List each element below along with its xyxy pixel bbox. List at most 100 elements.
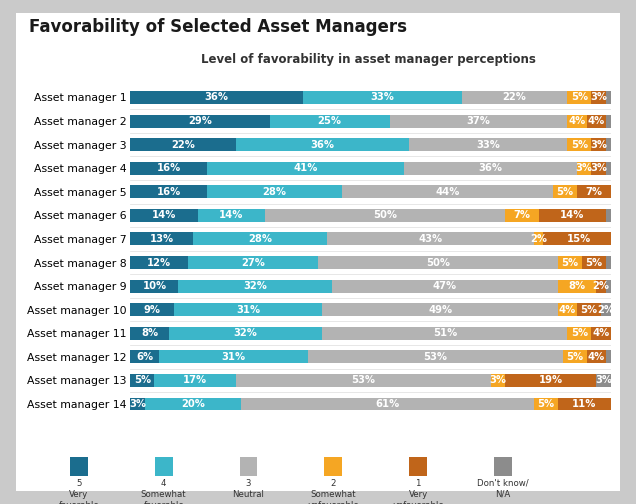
Text: 31%: 31% xyxy=(221,352,245,362)
Text: 28%: 28% xyxy=(263,187,286,197)
Bar xyxy=(130,185,207,198)
Text: 3%: 3% xyxy=(129,399,146,409)
Bar xyxy=(130,114,270,128)
Text: 43%: 43% xyxy=(418,234,443,244)
Bar xyxy=(409,138,567,151)
Text: 2%: 2% xyxy=(530,234,547,244)
Text: 36%: 36% xyxy=(310,140,335,150)
Bar xyxy=(605,138,611,151)
Text: 4%: 4% xyxy=(588,352,605,362)
Text: Don't know/
N/A: Don't know/ N/A xyxy=(477,479,529,499)
Text: 3%: 3% xyxy=(595,375,612,386)
Bar xyxy=(390,114,567,128)
Bar xyxy=(404,162,577,175)
Text: 32%: 32% xyxy=(244,281,267,291)
Text: 5%: 5% xyxy=(134,375,151,386)
Bar xyxy=(159,350,308,363)
Bar xyxy=(539,209,605,222)
Text: 14%: 14% xyxy=(219,210,244,220)
Text: 50%: 50% xyxy=(425,258,450,268)
Bar xyxy=(328,232,534,245)
Text: 5%: 5% xyxy=(570,92,588,102)
Text: 50%: 50% xyxy=(373,210,397,220)
Bar xyxy=(577,303,601,316)
Bar xyxy=(130,374,155,387)
Bar xyxy=(605,350,611,363)
Text: 7%: 7% xyxy=(585,187,602,197)
Bar xyxy=(558,303,577,316)
Text: 8%: 8% xyxy=(141,328,158,338)
Bar xyxy=(490,374,505,387)
Bar xyxy=(130,138,236,151)
Bar xyxy=(567,91,591,104)
Bar xyxy=(567,114,586,128)
Bar xyxy=(553,185,577,198)
Text: 32%: 32% xyxy=(233,328,258,338)
Bar xyxy=(130,91,303,104)
Text: 4
Somewhat
favorable: 4 Somewhat favorable xyxy=(141,479,186,504)
Bar xyxy=(605,114,611,128)
Bar xyxy=(207,162,404,175)
Text: 15%: 15% xyxy=(567,234,591,244)
Bar xyxy=(558,398,611,410)
Text: 22%: 22% xyxy=(171,140,195,150)
Bar xyxy=(317,256,558,269)
Bar xyxy=(270,114,390,128)
Text: 5%: 5% xyxy=(581,305,597,314)
Bar xyxy=(591,162,605,175)
Text: 3%: 3% xyxy=(489,375,506,386)
Bar xyxy=(193,232,328,245)
Text: 47%: 47% xyxy=(433,281,457,291)
Bar xyxy=(188,256,317,269)
Bar xyxy=(591,327,611,340)
Bar xyxy=(567,138,591,151)
Bar xyxy=(505,209,539,222)
Bar xyxy=(577,185,611,198)
Bar xyxy=(605,162,611,175)
Text: 6%: 6% xyxy=(136,352,153,362)
Text: Level of favorability in asset manager perceptions: Level of favorability in asset manager p… xyxy=(202,53,536,66)
Bar xyxy=(534,232,543,245)
Bar xyxy=(322,303,558,316)
Text: 27%: 27% xyxy=(241,258,265,268)
Text: 8%: 8% xyxy=(569,281,586,291)
Text: 36%: 36% xyxy=(478,163,502,173)
Bar xyxy=(543,232,616,245)
Bar xyxy=(130,303,174,316)
Text: 11%: 11% xyxy=(572,399,597,409)
Bar xyxy=(174,303,322,316)
Text: 3%: 3% xyxy=(576,163,593,173)
Text: 5%: 5% xyxy=(570,328,588,338)
Bar xyxy=(605,280,611,293)
Text: 4%: 4% xyxy=(569,116,586,126)
Bar xyxy=(596,374,611,387)
Text: 53%: 53% xyxy=(351,375,375,386)
Bar xyxy=(332,280,558,293)
Bar xyxy=(596,280,605,293)
Bar xyxy=(562,350,586,363)
Text: 17%: 17% xyxy=(183,375,207,386)
Bar xyxy=(130,256,188,269)
Text: 1
Very
unfavorable: 1 Very unfavorable xyxy=(392,479,444,504)
Text: 14%: 14% xyxy=(152,210,176,220)
Bar xyxy=(558,280,596,293)
Bar xyxy=(462,91,567,104)
Text: 28%: 28% xyxy=(248,234,272,244)
Bar xyxy=(322,327,567,340)
Bar xyxy=(591,91,605,104)
Text: 16%: 16% xyxy=(156,163,181,173)
Bar xyxy=(130,327,169,340)
Bar xyxy=(178,280,332,293)
Bar xyxy=(567,327,591,340)
Text: 33%: 33% xyxy=(371,92,394,102)
Text: 2%: 2% xyxy=(597,305,614,314)
Bar xyxy=(601,303,611,316)
Text: 5
Very
favorable: 5 Very favorable xyxy=(59,479,99,504)
Text: 3
Neutral: 3 Neutral xyxy=(233,479,265,499)
Text: 16%: 16% xyxy=(156,187,181,197)
Bar xyxy=(308,350,562,363)
Bar xyxy=(130,209,198,222)
Text: 4%: 4% xyxy=(588,116,605,126)
Bar xyxy=(577,162,591,175)
Bar xyxy=(155,374,236,387)
